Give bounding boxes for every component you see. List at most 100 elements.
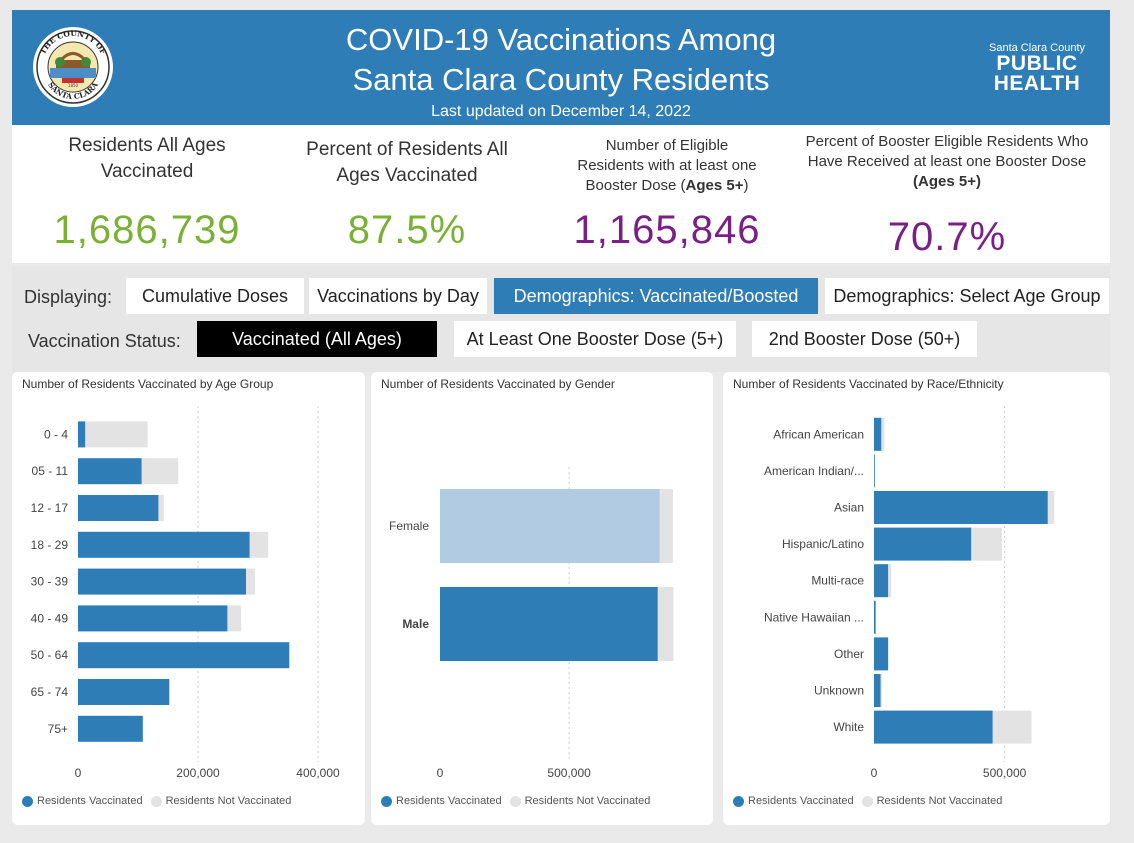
chart-legend: Residents Vaccinated Residents Not Vacci… — [733, 795, 1002, 807]
kpi-label: Have Received at least one Booster Dose — [807, 153, 1087, 170]
kpi-booster-count: Number of Eligible Residents with at lea… — [557, 136, 777, 263]
legend-not-vaccinated-label: Residents Not Vaccinated — [524, 795, 651, 807]
x-tick-label: 500,000 — [983, 766, 1027, 780]
kpi-residents-vaccinated: Residents All Ages Vaccinated 1,686,739 — [32, 133, 262, 263]
bar-vaccinated — [78, 458, 142, 485]
legend-not-vaccinated-marker — [150, 795, 162, 807]
bar-vaccinated — [78, 495, 159, 521]
legend-not-vaccinated-label: Residents Not Vaccinated — [876, 795, 1003, 807]
bar-not-vaccinated — [1047, 491, 1055, 524]
category-label: 12 - 17 — [31, 501, 69, 515]
chart-title: Number of Residents Vaccinated by Gender — [381, 377, 615, 391]
bar-vaccinated — [874, 454, 875, 488]
bar-vaccinated — [440, 489, 660, 563]
bar-not-vaccinated — [249, 531, 269, 558]
category-label: 75+ — [48, 722, 68, 736]
kpi-value: 70.7% — [887, 215, 1007, 259]
bar-vaccinated — [78, 715, 143, 742]
bar-vaccinated — [78, 421, 86, 448]
chart-panel-race-ethnicity: Number of Residents Vaccinated by Race/E… — [723, 372, 1110, 825]
legend-vaccinated-marker — [381, 795, 392, 807]
kpi-label: Residents All Ages — [68, 135, 226, 156]
legend-vaccinated-marker — [733, 795, 744, 807]
x-tick-label: 400,000 — [296, 766, 340, 780]
category-label: Female — [389, 519, 429, 533]
legend-not-vaccinated-label: Residents Not Vaccinated — [165, 795, 292, 807]
kpi-label: (Ages 5+) — [913, 173, 981, 190]
kpi-label: Vaccinated — [100, 161, 194, 182]
public-health-logo: Santa Clara County PUBLIC HEALTH — [987, 42, 1087, 94]
x-tick-label: 0 — [871, 766, 878, 780]
bar-vaccinated — [874, 417, 882, 451]
header-banner: 1850 THE COUNTY OF SANTA CLARA COVID-19 … — [12, 10, 1110, 125]
bar-not-vaccinated — [141, 458, 179, 485]
kpi-label: Residents with at least one — [577, 157, 757, 174]
bar-vaccinated — [440, 587, 658, 661]
bar-vaccinated — [78, 679, 170, 705]
legend-vaccinated-label: Residents Vaccinated — [396, 795, 502, 807]
category-label: Native Hawaiian ... — [764, 610, 864, 624]
kpi-label: Percent of Booster Eligible Residents Wh… — [805, 133, 1089, 150]
kpi-strip: Residents All Ages Vaccinated 1,686,739 … — [12, 125, 1110, 263]
svg-text:1850: 1850 — [68, 83, 79, 88]
legend-vaccinated-label: Residents Vaccinated — [37, 795, 143, 807]
displaying-label: Displaying: — [24, 287, 113, 307]
logo-county-text: Santa Clara County — [989, 42, 1085, 54]
legend-not-vaccinated-marker — [861, 795, 873, 807]
bar-not-vaccinated — [971, 527, 1003, 561]
x-tick-label: 200,000 — [176, 766, 220, 780]
kpi-value: 1,165,846 — [573, 208, 761, 252]
category-label: African American — [773, 427, 864, 441]
county-seal-logo: 1850 THE COUNTY OF SANTA CLARA — [33, 27, 113, 107]
bar-vaccinated — [874, 637, 889, 671]
category-label: 0 - 4 — [44, 427, 68, 441]
bar-not-vaccinated — [881, 417, 885, 451]
bar-not-vaccinated — [85, 421, 148, 448]
bar-vaccinated — [874, 674, 881, 707]
category-label: 50 - 64 — [31, 648, 69, 662]
display-option-demographics-select-age-group[interactable]: Demographics: Select Age Group — [825, 278, 1109, 314]
category-label: Unknown — [814, 684, 864, 698]
display-option-vaccinations-by-day[interactable]: Vaccinations by Day — [309, 278, 487, 314]
bar-not-vaccinated — [657, 587, 674, 661]
category-label: White — [833, 720, 864, 734]
bar-not-vaccinated — [169, 679, 170, 705]
chart-panel-gender: Number of Residents Vaccinated by Gender… — [371, 372, 713, 825]
status-option-second-booster[interactable]: 2nd Booster Dose (50+) — [752, 321, 977, 357]
chart-title: Number of Residents Vaccinated by Age Gr… — [22, 377, 274, 391]
bar-not-vaccinated — [289, 642, 290, 669]
race-ethnicity-chart: 0 500,000 African American American Indian/… — [764, 406, 1055, 780]
kpi-percent-vaccinated: Percent of Residents All Ages Vaccinated… — [297, 137, 517, 263]
category-label: 18 - 29 — [31, 538, 69, 552]
category-label: Multi-race — [811, 574, 864, 588]
bar-not-vaccinated — [227, 605, 242, 632]
chart-title: Number of Residents Vaccinated by Race/E… — [733, 377, 1004, 391]
x-tick-label: 0 — [437, 766, 444, 780]
category-label: 65 - 74 — [31, 685, 69, 699]
kpi-label: Percent of Residents All — [306, 139, 508, 160]
last-updated-text: Last updated on December 14, 2022 — [431, 103, 691, 120]
category-label: American Indian/... — [764, 464, 864, 478]
legend-vaccinated-marker — [22, 795, 33, 807]
display-option-cumulative-doses[interactable]: Cumulative Doses — [126, 278, 304, 314]
logo-health-text: HEALTH — [993, 72, 1081, 95]
bar-vaccinated — [874, 600, 876, 634]
display-option-demographics-vaccinated-boosted[interactable]: Demographics: Vaccinated/Boosted — [494, 278, 818, 314]
legend-not-vaccinated-marker — [509, 795, 521, 807]
chart-panel-age-group: Number of Residents Vaccinated by Age Gr… — [12, 372, 365, 825]
bar-not-vaccinated — [659, 489, 673, 563]
vaccination-status-label: Vaccination Status: — [28, 331, 181, 351]
status-option-at-least-one-booster[interactable]: At Least One Booster Dose (5+) — [454, 321, 736, 357]
bar-not-vaccinated — [875, 600, 877, 634]
logo-public-text: PUBLIC — [996, 52, 1078, 75]
bar-not-vaccinated — [992, 710, 1032, 744]
category-label: Male — [402, 617, 429, 631]
page-title: COVID-19 Vaccinations Among Santa Clara … — [12, 20, 1110, 100]
bar-vaccinated — [874, 491, 1048, 524]
category-label: Other — [834, 647, 864, 661]
bar-vaccinated — [78, 642, 290, 669]
bar-vaccinated — [874, 527, 972, 561]
category-label: 05 - 11 — [32, 464, 69, 478]
status-option-vaccinated-all-ages[interactable]: Vaccinated (All Ages) — [197, 321, 437, 357]
category-label: 40 - 49 — [31, 611, 69, 625]
